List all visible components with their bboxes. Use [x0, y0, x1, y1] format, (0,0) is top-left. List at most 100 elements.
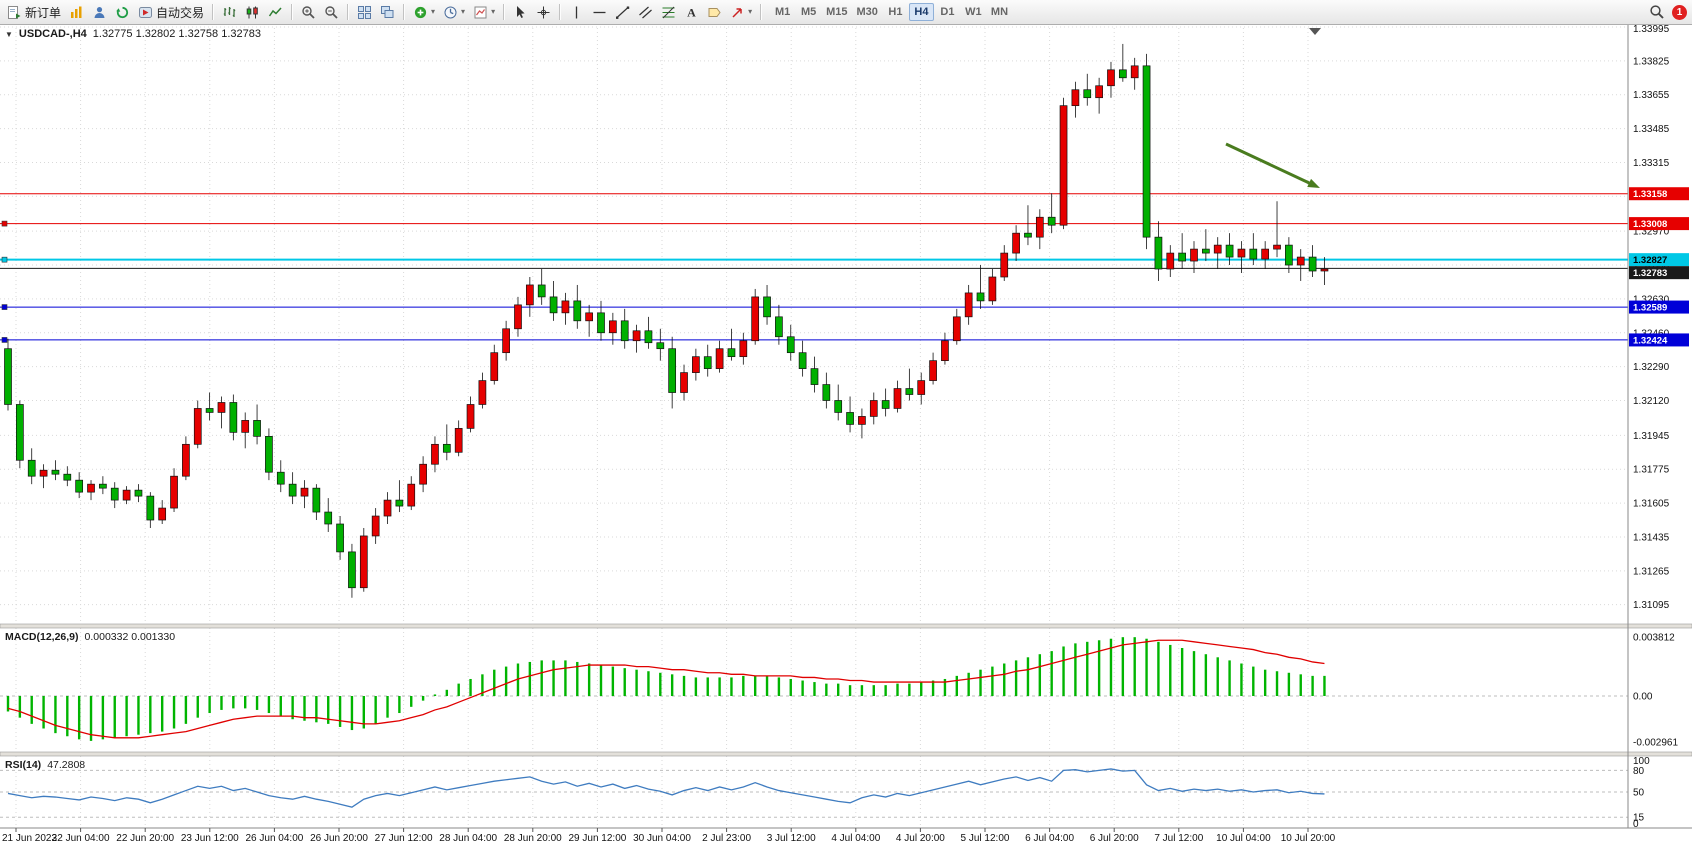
new-chart-button[interactable]: [65, 2, 88, 22]
new-order-label: 新订单: [25, 5, 62, 20]
timeframe-m30-button[interactable]: M30: [853, 3, 882, 21]
candle-body: [1320, 268, 1329, 272]
price-tag-1.33158: [1629, 187, 1689, 201]
chart-window[interactable]: 1.33995 1.33825 1.33655 1.33485 1.33315 1.331…: [0, 24, 1692, 846]
zoom-out-button[interactable]: [320, 2, 343, 22]
candle-body: [846, 412, 854, 425]
collapse-icon[interactable]: ▼: [5, 30, 13, 39]
profiles-button[interactable]: [88, 2, 111, 22]
templates-button[interactable]: ▾: [469, 2, 499, 22]
svg-text:5 Jul 12:00: 5 Jul 12:00: [961, 833, 1010, 844]
horizontal-line-icon: [593, 11, 606, 13]
chart-shift-marker[interactable]: [1309, 28, 1321, 35]
candle-body: [466, 404, 475, 429]
rsi-value: 47.2808: [47, 759, 86, 771]
line-handle[interactable]: [1, 304, 8, 310]
timeframe-m1-button[interactable]: M1: [770, 3, 795, 21]
timeframe-w1-button[interactable]: W1: [961, 3, 986, 21]
price-scale[interactable]: 1.33995 1.33825 1.33655 1.33485 1.33315 1.331…: [1629, 24, 1689, 830]
price-tag-1.32424: [1629, 333, 1689, 347]
notification-badge[interactable]: 1: [1672, 4, 1687, 20]
candle-body: [988, 276, 997, 302]
candle-body: [692, 356, 700, 373]
candle-body: [1012, 232, 1020, 254]
line-handle[interactable]: [1, 337, 8, 343]
macd-values: 0.000332 0.001330: [84, 631, 176, 643]
refresh-icon: [116, 6, 129, 18]
bar-chart-button[interactable]: [218, 2, 241, 22]
toolbar-separator: [503, 4, 506, 20]
candle-body: [99, 483, 107, 489]
price-tag-1.32827: [1629, 253, 1689, 267]
cascade-windows-button[interactable]: [376, 2, 399, 22]
candle-body: [964, 292, 973, 318]
candle-body: [976, 292, 985, 302]
toolbar-right-group: 1: [1649, 4, 1692, 20]
dropdown-arrow-icon: ▾: [461, 7, 466, 16]
line-chart-button[interactable]: [264, 2, 287, 22]
svg-text:28 Jun 20:00: 28 Jun 20:00: [504, 833, 562, 844]
tile-windows-button[interactable]: [353, 2, 376, 22]
svg-text:1.32783: 1.32783: [1633, 268, 1667, 279]
timeframe-mn-button[interactable]: MN: [987, 3, 1012, 21]
candle-body: [834, 400, 843, 413]
timeframe-m5-button[interactable]: M5: [796, 3, 821, 21]
fibonacci-button[interactable]: [657, 2, 680, 22]
chart-symbol-period: USDCAD-,H4: [18, 28, 87, 40]
price-tag-1.32783: [1629, 266, 1689, 280]
timeframe-d1-button[interactable]: D1: [935, 3, 960, 21]
candle-body: [1166, 252, 1175, 270]
vertical-line-button[interactable]: [565, 2, 588, 22]
candle-body: [146, 495, 155, 521]
trendline-button[interactable]: [611, 2, 634, 22]
new-order-button[interactable]: 新订单: [3, 2, 65, 22]
zoom-in-button[interactable]: [297, 2, 320, 22]
line-chart-icon: [268, 6, 282, 16]
auto-trading-icon: [139, 6, 153, 18]
indicators-button[interactable]: ▾: [409, 2, 439, 22]
panel-splitter[interactable]: [0, 623, 1692, 629]
arrows-button[interactable]: ▾: [726, 2, 756, 22]
rsi-indicator-label: RSI(14) 47.2808: [5, 759, 85, 771]
rsi-line: [7, 768, 1325, 808]
grid: [0, 24, 1628, 828]
candle-body: [727, 348, 736, 358]
equidistant-channel-button[interactable]: [634, 2, 657, 22]
svg-text:0.00: 0.00: [1633, 692, 1653, 703]
candle-body: [1261, 248, 1270, 260]
text-label-button[interactable]: [703, 2, 726, 22]
search-icon[interactable]: [1649, 4, 1665, 20]
line-handle[interactable]: [1, 220, 8, 227]
line-handle[interactable]: [1, 256, 8, 263]
trend-arrow-head[interactable]: [1307, 178, 1320, 188]
candlestick-chart-button[interactable]: [241, 2, 264, 22]
candle-body: [431, 443, 439, 465]
periods-button[interactable]: ▾: [439, 2, 469, 22]
toolbar-separator: [760, 4, 763, 20]
timeframe-h4-button[interactable]: H4: [908, 3, 934, 21]
panel-splitter[interactable]: [0, 751, 1692, 757]
svg-text:100: 100: [1633, 756, 1650, 767]
crosshair-button[interactable]: [532, 2, 555, 22]
candle-body: [490, 352, 499, 381]
candle-body: [1095, 85, 1103, 99]
timeframe-m15-button[interactable]: M15: [822, 3, 851, 21]
svg-text:1.31945: 1.31945: [1633, 431, 1670, 442]
timeframe-h1-button[interactable]: H1: [883, 3, 908, 21]
horizontal-line-button[interactable]: [588, 2, 611, 22]
svg-text:1.31435: 1.31435: [1633, 532, 1670, 543]
svg-text:1.33008: 1.33008: [1633, 219, 1667, 230]
candle-body: [1142, 65, 1151, 238]
chart-canvas[interactable]: 1.33995 1.33825 1.33655 1.33485 1.33315 1.331…: [0, 24, 1692, 846]
svg-text:10 Jul 20:00: 10 Jul 20:00: [1281, 833, 1336, 844]
auto-trading-button[interactable]: 自动交易: [134, 2, 208, 22]
fibonacci-icon: [662, 6, 675, 18]
candle-body: [680, 372, 688, 393]
refresh-button[interactable]: [111, 2, 134, 22]
toolbar-separator: [347, 4, 350, 20]
candle-body: [1225, 244, 1234, 258]
text-button[interactable]: A: [680, 2, 703, 22]
cursor-button[interactable]: [509, 2, 532, 22]
trend-arrow-annotation[interactable]: [1225, 142, 1316, 187]
